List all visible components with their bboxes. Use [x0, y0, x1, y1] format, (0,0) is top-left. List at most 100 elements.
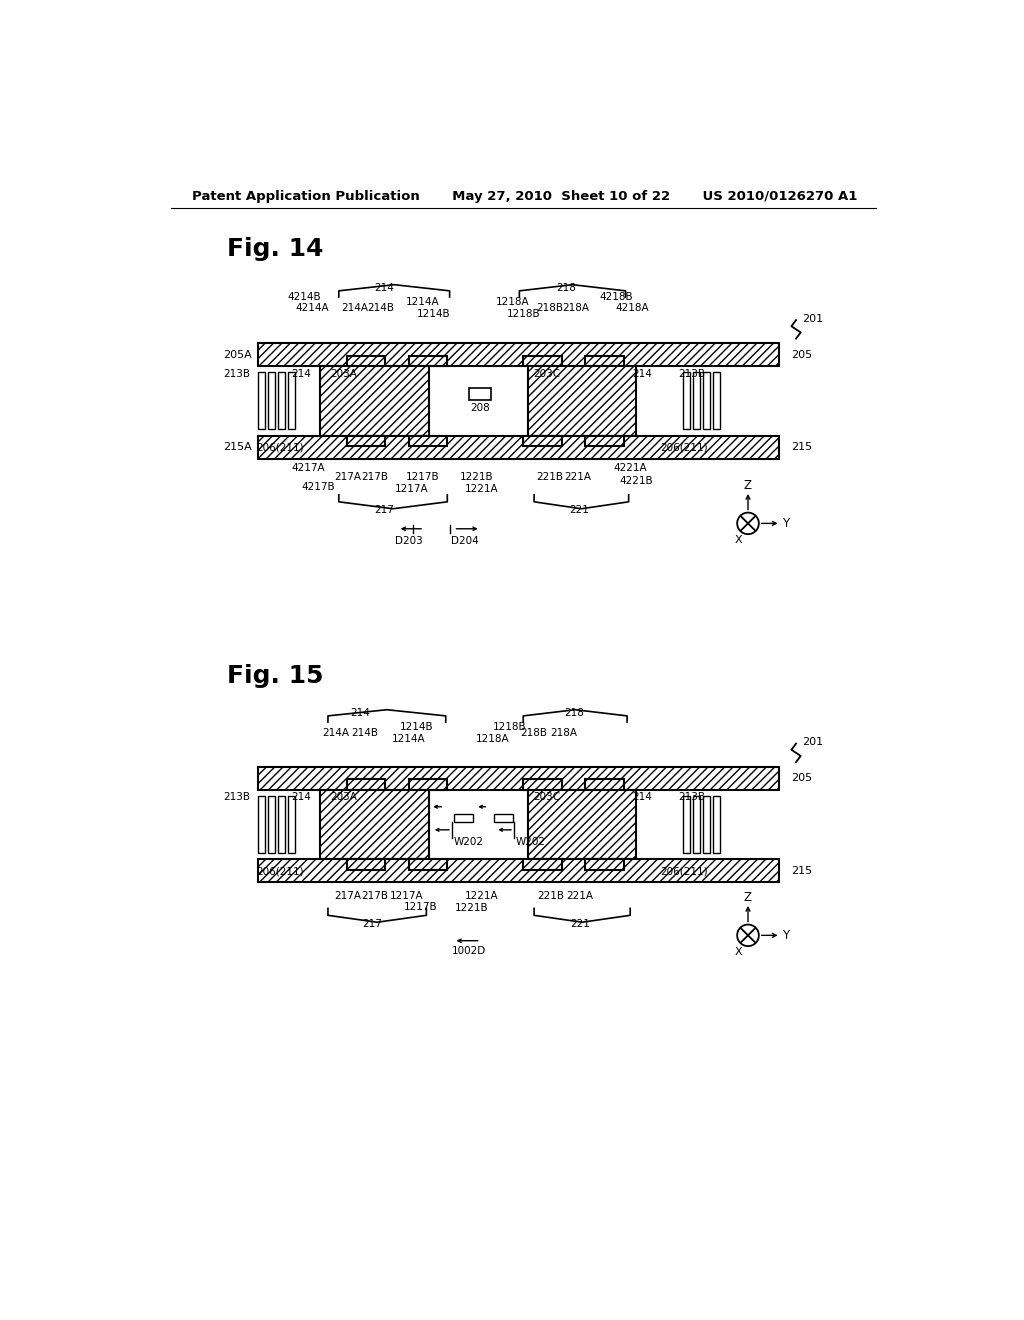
Text: 221A: 221A	[566, 891, 593, 902]
Text: 1217B: 1217B	[404, 902, 438, 912]
Text: Fig. 14: Fig. 14	[227, 238, 324, 261]
Bar	[469, 388, 490, 400]
Text: 221A: 221A	[564, 473, 591, 482]
Text: D203: D203	[395, 536, 423, 546]
Text: 1214B: 1214B	[417, 309, 451, 319]
Bar	[321, 789, 429, 859]
Bar	[268, 372, 275, 429]
Bar	[258, 343, 779, 367]
Text: 213B: 213B	[679, 370, 706, 379]
Text: 221: 221	[570, 919, 591, 929]
Text: X: X	[735, 536, 742, 545]
Text: 214: 214	[291, 792, 311, 803]
Text: 213B: 213B	[223, 792, 251, 803]
Text: Y: Y	[782, 929, 790, 942]
Text: 1217A: 1217A	[390, 891, 424, 902]
Bar	[289, 372, 295, 429]
Bar	[693, 796, 700, 853]
Text: 205: 205	[791, 774, 812, 783]
Bar	[586, 779, 624, 789]
Text: 1221A: 1221A	[465, 891, 499, 902]
Text: 206(211): 206(211)	[256, 866, 304, 876]
Text: X: X	[735, 948, 742, 957]
Bar	[523, 859, 562, 870]
Text: 4214B: 4214B	[288, 292, 322, 302]
Bar	[683, 372, 690, 429]
Text: 4217B: 4217B	[302, 482, 336, 492]
Text: 217: 217	[374, 504, 393, 515]
Text: 217B: 217B	[360, 473, 388, 482]
Bar	[321, 367, 429, 436]
Text: 1214B: 1214B	[400, 722, 434, 733]
Text: 214: 214	[291, 370, 311, 379]
Text: 214B: 214B	[368, 302, 394, 313]
Text: 217A: 217A	[335, 473, 361, 482]
Text: W202: W202	[454, 837, 484, 847]
Bar	[258, 859, 779, 882]
Text: Y: Y	[782, 517, 790, 529]
Text: 221: 221	[569, 504, 589, 515]
Text: 201: 201	[802, 737, 823, 747]
Text: D204: D204	[452, 536, 479, 546]
Text: 218: 218	[557, 282, 577, 293]
Bar	[346, 779, 385, 789]
Text: 215: 215	[791, 866, 812, 875]
Text: 1218B: 1218B	[507, 309, 540, 319]
Text: 201: 201	[802, 314, 823, 323]
Text: W202: W202	[515, 837, 545, 847]
Bar	[713, 372, 720, 429]
Bar	[683, 796, 690, 853]
Bar	[289, 796, 295, 853]
Text: 1217A: 1217A	[395, 483, 428, 494]
Text: Fig. 15: Fig. 15	[227, 664, 324, 688]
Text: 217: 217	[362, 919, 382, 929]
Text: 218A: 218A	[550, 727, 578, 738]
Text: 208: 208	[470, 403, 489, 413]
Bar	[258, 796, 265, 853]
Text: 203C: 203C	[532, 370, 560, 379]
Bar	[693, 372, 700, 429]
Text: 217A: 217A	[335, 891, 361, 902]
Bar	[523, 779, 562, 789]
Text: 1218A: 1218A	[475, 734, 509, 744]
Bar	[454, 814, 473, 822]
Text: 214A: 214A	[342, 302, 369, 313]
Text: Z: Z	[744, 891, 752, 904]
Text: 218: 218	[564, 708, 585, 718]
Text: 215: 215	[791, 442, 812, 453]
Bar	[523, 436, 562, 446]
Bar	[258, 372, 265, 429]
Text: 1221A: 1221A	[465, 484, 499, 495]
Text: 1221B: 1221B	[456, 903, 488, 913]
Text: 218A: 218A	[562, 302, 590, 313]
Bar	[279, 796, 286, 853]
Text: 4221A: 4221A	[613, 463, 647, 473]
Bar	[346, 859, 385, 870]
Text: 203A: 203A	[330, 370, 357, 379]
Bar	[703, 372, 710, 429]
Text: 214: 214	[633, 792, 652, 803]
Bar	[258, 436, 779, 459]
Text: 214B: 214B	[351, 727, 379, 738]
Text: 1221B: 1221B	[460, 473, 494, 482]
Bar	[409, 436, 447, 446]
Text: 1217B: 1217B	[406, 473, 439, 482]
Bar	[586, 436, 624, 446]
Bar	[258, 767, 779, 789]
Text: 206(211): 206(211)	[256, 444, 304, 453]
Text: 218B: 218B	[537, 302, 563, 313]
Text: 218B: 218B	[520, 727, 548, 738]
Bar	[528, 789, 636, 859]
Bar	[586, 355, 624, 367]
Text: 4217A: 4217A	[291, 463, 325, 473]
Text: Z: Z	[744, 479, 752, 492]
Text: 4218B: 4218B	[599, 292, 633, 302]
Text: 214: 214	[633, 370, 652, 379]
Text: 215A: 215A	[223, 442, 252, 453]
Text: 1002D: 1002D	[452, 946, 486, 957]
Bar	[346, 436, 385, 446]
Text: 1214A: 1214A	[392, 734, 425, 744]
Bar	[528, 367, 636, 436]
Bar	[346, 355, 385, 367]
Bar	[409, 859, 447, 870]
